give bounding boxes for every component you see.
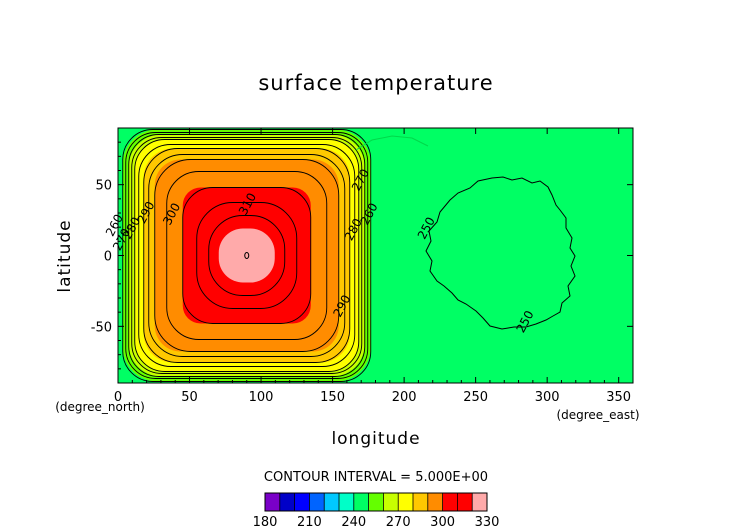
colorbar-cell — [324, 493, 339, 511]
colorbar-cell — [309, 493, 325, 511]
chart-title: surface temperature — [258, 71, 493, 95]
colorbar-tick-label: 210 — [297, 515, 322, 530]
y-tick-label: 0 — [104, 250, 112, 265]
colorbar-cell — [294, 493, 310, 511]
colorbar-cell — [442, 493, 458, 511]
x-axis: 0 50 100 150 200 250 300 350 — [114, 128, 631, 405]
x-tick-label: 200 — [392, 390, 417, 405]
colorbar-cell — [353, 493, 369, 511]
x-tick-label: 150 — [320, 390, 345, 405]
colorbar-cell — [368, 493, 384, 511]
warm-contour-line — [154, 159, 340, 352]
colorbar-cell — [427, 493, 443, 511]
colorbar-tick-label: 330 — [475, 515, 500, 530]
contour-interval-text: CONTOUR INTERVAL = 5.000E+00 — [264, 470, 488, 485]
colorbar-tick-label: 300 — [430, 515, 455, 530]
colorbar-tick-label: 240 — [341, 515, 366, 530]
warm-contour-line — [143, 148, 351, 363]
colorbar-cell — [265, 493, 280, 511]
colorbar-cell — [413, 493, 428, 511]
x-tick-label: 100 — [249, 390, 274, 405]
cold-region-250-contour — [425, 176, 576, 330]
colorbar-tick-label: 180 — [253, 515, 278, 530]
colorbar-cell — [457, 493, 473, 511]
warm-contour-line — [166, 171, 328, 340]
warm-contour-line — [196, 202, 298, 309]
warm-region-bands — [122, 129, 371, 382]
warm-region-contours — [122, 129, 372, 382]
center-max-marker — [244, 252, 250, 259]
x-tick-label: 50 — [181, 390, 198, 405]
colorbar-cell — [398, 493, 413, 511]
warm-contour-line — [131, 137, 363, 374]
colorbar: 180 210 240 270 300 330 — [253, 492, 500, 530]
colorbar-frame — [264, 492, 488, 512]
x-axis-unit: (degree_east) — [556, 408, 639, 422]
warm-contour-line — [148, 154, 346, 357]
contour-jag-east-top — [355, 135, 429, 151]
x-axis-label: longitude — [331, 429, 420, 449]
colorbar-cell — [472, 493, 487, 511]
warm-contour-line — [134, 139, 360, 372]
colorbar-cell — [279, 493, 295, 511]
colorbar-cell — [339, 493, 354, 511]
colorbar-cell — [383, 493, 399, 511]
x-tick-label: 350 — [606, 390, 631, 405]
x-tick-label: 0 — [114, 390, 122, 405]
warm-contour-line — [125, 132, 369, 379]
colorbar-tick-label: 270 — [386, 515, 411, 530]
y-axis: -50 0 50 — [91, 141, 633, 370]
y-axis-label: latitude — [55, 219, 75, 292]
x-tick-label: 300 — [535, 390, 560, 405]
y-axis-unit: (degree_north) — [55, 400, 145, 414]
y-tick-label: -50 — [91, 320, 112, 335]
y-tick-label: 50 — [95, 179, 112, 194]
x-tick-label: 250 — [463, 390, 488, 405]
plot-area — [118, 128, 633, 383]
warm-contour-line — [208, 215, 286, 296]
warm-contour-line — [128, 134, 366, 377]
warm-contour-line — [182, 187, 312, 324]
warm-contour-line — [138, 144, 356, 367]
band-above-315 — [218, 228, 275, 283]
